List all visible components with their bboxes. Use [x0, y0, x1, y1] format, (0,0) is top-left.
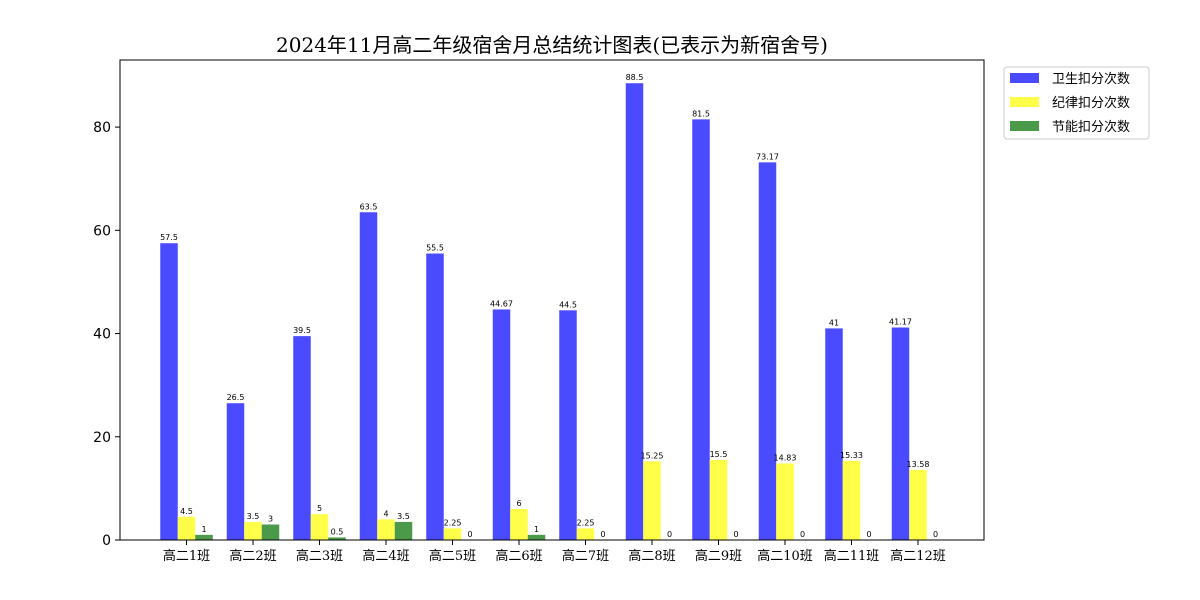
data-label: 14.83 — [774, 453, 797, 462]
y-tick-label: 0 — [102, 533, 111, 549]
bar — [244, 521, 262, 540]
data-label: 0 — [800, 530, 805, 539]
data-label: 5 — [317, 504, 322, 513]
data-label: 0 — [733, 530, 738, 539]
x-tick-label: 高二5班 — [429, 548, 476, 564]
data-label: 55.5 — [426, 244, 444, 253]
data-label: 0 — [866, 530, 871, 539]
bar — [758, 162, 777, 540]
bar — [692, 119, 710, 541]
data-label: 81.5 — [692, 109, 710, 118]
data-label: 0 — [933, 530, 938, 539]
data-label: 3 — [268, 515, 273, 524]
bar — [625, 83, 644, 541]
bar — [527, 534, 546, 540]
bar — [643, 461, 661, 540]
bar — [891, 327, 910, 540]
data-label: 88.5 — [626, 73, 644, 82]
x-tick-label: 高二3班 — [296, 548, 343, 564]
data-label: 73.17 — [756, 152, 779, 161]
y-tick-label: 40 — [93, 327, 111, 343]
data-label: 41.17 — [889, 318, 912, 327]
x-axis: 高二1班 高二2班 高二3班 高二4班 高二5班 高二6班 高二7班 高二8班 高二9班 高二10… — [163, 540, 946, 564]
x-tick-label: 高二10班 — [757, 548, 813, 564]
bar — [177, 516, 196, 540]
bar — [443, 528, 462, 540]
bar — [559, 310, 577, 540]
bars-layer — [160, 83, 927, 541]
data-label: 39.5 — [293, 326, 311, 335]
chart-title: 2024年11月高二年级宿舍月总结统计图表(已表示为新宿舍号) — [276, 33, 828, 57]
legend-label: 纪律扣分次数 — [1052, 95, 1130, 111]
data-label: 44.67 — [490, 299, 513, 308]
bar — [394, 521, 413, 540]
y-tick-label: 60 — [93, 223, 111, 239]
data-label: 0.5 — [331, 527, 344, 536]
bar — [293, 336, 311, 540]
data-label: 3.5 — [247, 512, 260, 521]
data-labels-layer: 57.526.539.563.555.544.67 44.588.581.573.… — [160, 73, 938, 539]
data-label: 0 — [467, 530, 472, 539]
y-tick-label: 20 — [93, 430, 111, 446]
bar — [310, 514, 329, 540]
data-label: 6 — [516, 499, 521, 508]
x-tick-label: 高二1班 — [163, 548, 210, 564]
data-label: 2.25 — [444, 518, 462, 527]
data-label: 1 — [201, 525, 206, 534]
data-label: 4.5 — [180, 507, 193, 516]
bar — [492, 309, 511, 540]
data-label: 0 — [667, 530, 672, 539]
bar — [576, 528, 595, 540]
data-label: 1 — [534, 525, 539, 534]
data-label: 57.5 — [160, 233, 178, 242]
bar — [909, 469, 927, 540]
bar — [377, 519, 395, 540]
x-tick-label: 高二11班 — [824, 548, 880, 564]
data-label: 13.58 — [907, 460, 930, 469]
data-label: 26.5 — [227, 393, 245, 402]
bar — [160, 243, 178, 540]
data-label: 44.5 — [559, 300, 577, 309]
data-label: 2.25 — [577, 518, 595, 527]
data-label: 15.25 — [641, 451, 664, 460]
legend-label: 卫生扣分次数 — [1052, 71, 1130, 87]
data-label: 3.5 — [397, 512, 410, 521]
bar — [776, 463, 794, 540]
y-tick-label: 80 — [93, 120, 111, 136]
legend-label: 节能扣分次数 — [1052, 119, 1130, 135]
x-tick-label: 高二4班 — [362, 548, 409, 564]
legend-swatch — [1010, 73, 1039, 83]
x-tick-label: 高二7班 — [562, 548, 609, 564]
bar — [261, 524, 280, 540]
legend-box — [1003, 66, 1150, 140]
bar — [195, 534, 213, 540]
bar — [226, 403, 245, 540]
data-label: 0 — [600, 530, 605, 539]
bar — [709, 460, 728, 540]
data-label: 4 — [383, 509, 388, 518]
x-tick-label: 高二9班 — [695, 548, 742, 564]
bar — [510, 509, 528, 540]
bar — [842, 460, 861, 540]
legend-swatch — [1010, 97, 1039, 107]
data-label: 15.33 — [840, 451, 863, 460]
data-label: 41 — [829, 318, 839, 327]
plot-frame — [119, 59, 985, 541]
x-tick-label: 高二8班 — [628, 548, 675, 564]
x-tick-label: 高二2班 — [229, 548, 276, 564]
x-tick-label: 高二6班 — [495, 548, 542, 564]
data-label: 15.5 — [710, 450, 728, 459]
bar — [328, 537, 346, 540]
x-tick-label: 高二12班 — [890, 548, 946, 564]
bar — [825, 328, 843, 540]
bar — [359, 212, 378, 541]
y-axis: 0 20 40 60 80 — [93, 120, 120, 549]
legend-swatch — [1010, 121, 1039, 131]
bar — [426, 253, 444, 540]
data-label: 63.5 — [360, 202, 378, 211]
